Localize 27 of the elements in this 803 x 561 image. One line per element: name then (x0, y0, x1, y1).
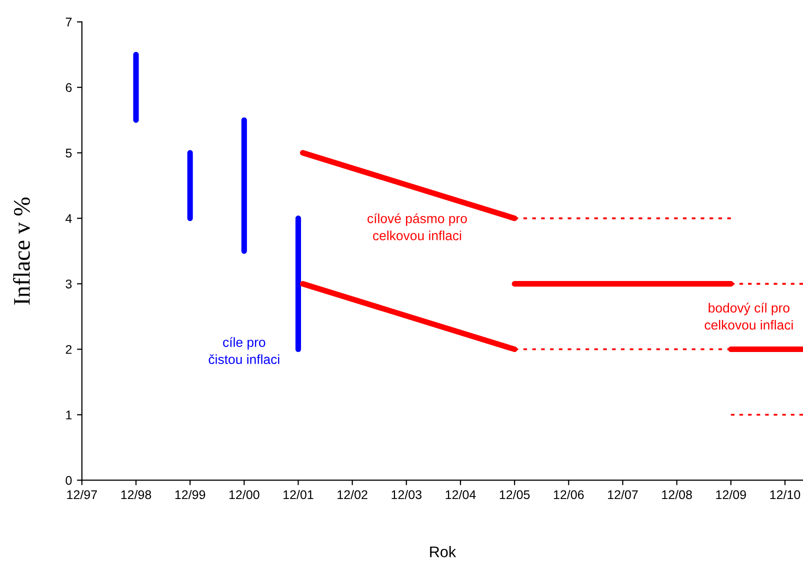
x-tick-label: 12/97 (67, 490, 97, 500)
y-tick-label: 0 (66, 476, 72, 485)
x-tick-label: 12/01 (284, 490, 314, 500)
annotation: cíle pro čistou inflaci (208, 337, 280, 364)
x-tick-label: 12/99 (175, 490, 206, 500)
y-tick-label: 1 (66, 410, 72, 420)
x-tick-label: 12/03 (392, 490, 422, 500)
x-tick-label: 12/00 (229, 490, 260, 500)
y-tick-label: 2 (66, 345, 72, 354)
x-tick-label: 12/02 (338, 490, 368, 500)
y-tick-label: 6 (66, 83, 72, 92)
y-tick-label: 7 (66, 18, 72, 26)
y-tick-label: 3 (66, 280, 72, 288)
x-tick-label: 12/98 (121, 490, 152, 500)
annotation: cílové pásmo pro celkovou inflaci (368, 213, 467, 240)
annotation: bodový cíl pro celkovou inflaci (704, 302, 793, 330)
x-tick-label: 12/09 (716, 490, 746, 500)
y-tick-label: 5 (66, 148, 72, 158)
x-axis-title: Rok (430, 546, 456, 558)
y-tick-label: 4 (66, 214, 72, 223)
x-tick-label: 12/08 (662, 490, 692, 500)
x-tick-label: 12/05 (500, 490, 530, 500)
x-tick-label: 12/07 (608, 490, 638, 500)
y-axis-title: Inflace v % (13, 197, 30, 305)
x-tick-label: 12/04 (446, 490, 476, 500)
x-tick-label: 12/10 (770, 490, 800, 500)
x-tick-label: 12/06 (554, 490, 584, 500)
